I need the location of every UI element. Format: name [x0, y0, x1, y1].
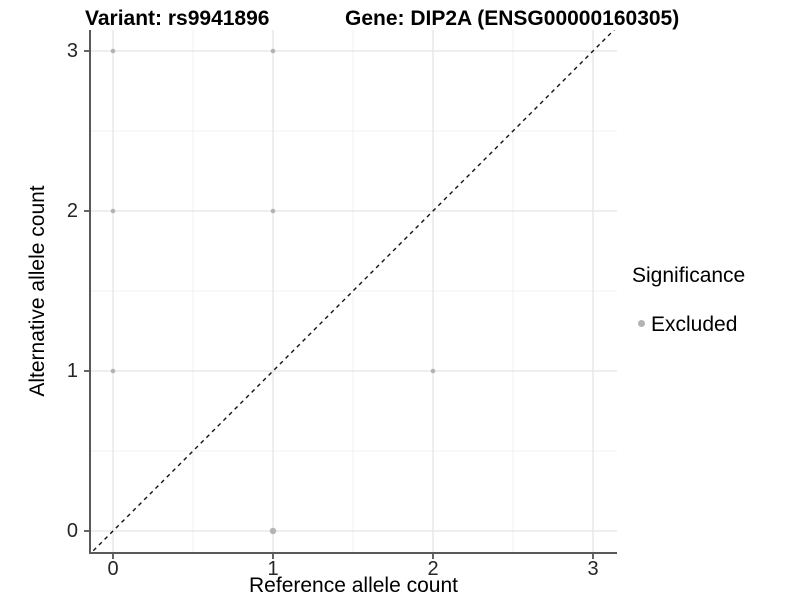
legend-title: Significance — [632, 264, 746, 287]
y-tick-label: 1 — [66, 360, 78, 382]
x-tick-label: 2 — [427, 558, 439, 580]
legend-item-label: Excluded — [651, 313, 738, 336]
data-point — [110, 208, 116, 214]
data-point — [430, 368, 436, 374]
grid-layer — [90, 30, 617, 553]
y-axis-title: Alternative allele count — [26, 185, 49, 397]
data-point — [269, 527, 277, 535]
y-tick-label: 3 — [66, 40, 78, 62]
y-tick-label: 2 — [66, 200, 78, 222]
points-layer — [110, 48, 436, 535]
x-tick-label: 1 — [267, 558, 279, 580]
data-point — [270, 48, 276, 54]
plot-title-variant: Variant: rs9941896 — [85, 7, 270, 30]
axis-layer — [84, 30, 617, 559]
x-tick-label: 3 — [587, 558, 599, 580]
x-tick-label: 0 — [107, 558, 119, 580]
data-point — [110, 48, 116, 54]
legend-key-dot-icon — [638, 320, 645, 327]
data-point — [270, 208, 276, 214]
data-point — [110, 368, 116, 374]
y-tick-label: 0 — [66, 520, 78, 542]
x-axis-title: Reference allele count — [249, 574, 458, 597]
plot-title-gene: Gene: DIP2A (ENSG00000160305) — [345, 7, 680, 30]
